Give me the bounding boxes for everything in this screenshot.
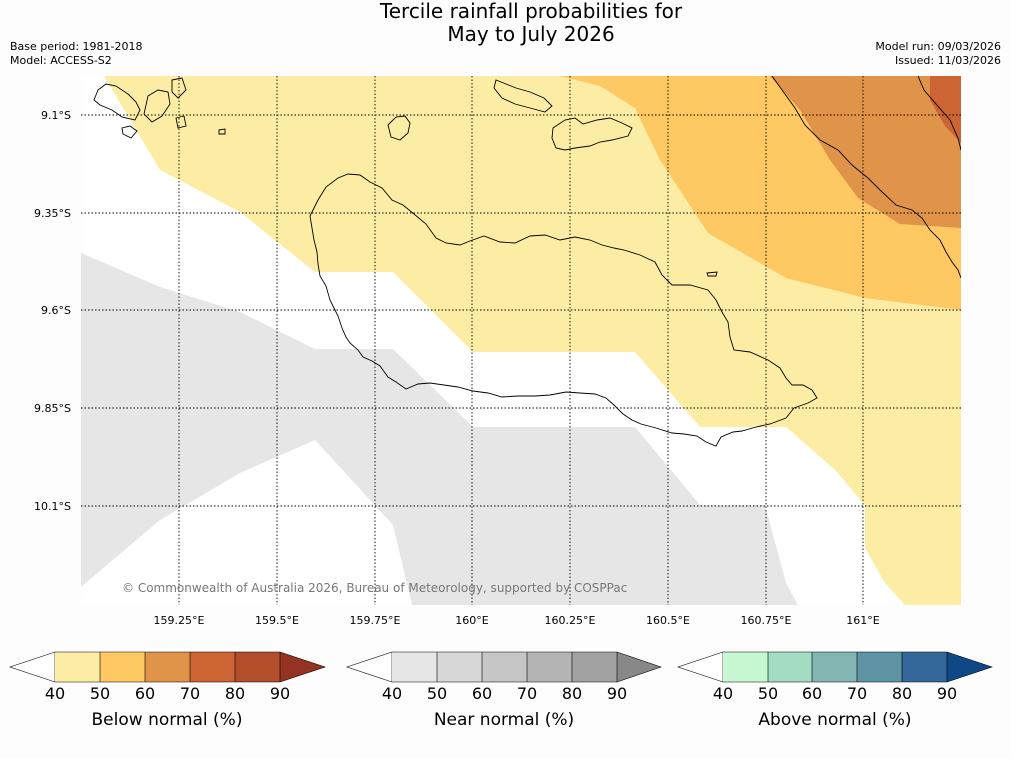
colorbar-high-arrow	[617, 652, 661, 682]
colorbar-low-arrow	[677, 651, 724, 683]
malaita-east-coast	[917, 76, 961, 151]
colorbar-outline	[723, 651, 993, 683]
malaita-coast	[771, 76, 961, 279]
colorbar-tick: 80	[562, 684, 582, 703]
colorbar-tick: 90	[607, 684, 627, 703]
colorbar-swatch-5	[902, 652, 947, 682]
colorbar-swatch-4	[857, 652, 902, 682]
savo-island-coast	[387, 115, 411, 141]
meta-left: Base period: 1981-2018 Model: ACCESS-S2	[10, 40, 142, 68]
lat-label: 9.35°S	[34, 207, 71, 220]
colorbar-swatch-4	[190, 652, 235, 682]
colorbar-swatch-4	[527, 652, 572, 682]
legend-below-normal: 40 50 60 70 80 90 Below normal (%)	[9, 651, 326, 730]
colorbar-swatch-1	[55, 652, 100, 682]
lon-label: 161°E	[846, 614, 879, 627]
map-title: Tercile rainfall probabilities for May t…	[0, 0, 1011, 46]
colorbar-tick: 70	[847, 684, 867, 703]
legend-near-normal: 40 50 60 70 80 90 Near normal (%)	[346, 651, 662, 730]
near-normal-shading	[81, 253, 798, 605]
title-line-1: Tercile rainfall probabilities for	[379, 0, 683, 23]
model-run: Model run: 09/03/2026	[875, 40, 1001, 53]
longitude-labels: 159.25°E 159.5°E 159.75°E 160°E 160.25°E…	[154, 614, 880, 627]
meta-right: Model run: 09/03/2026 Issued: 11/03/2026	[875, 40, 1001, 68]
lon-label: 159.5°E	[255, 614, 299, 627]
lon-label: 160.5°E	[646, 614, 690, 627]
below-normal-60-shading	[770, 76, 961, 228]
latitude-labels: 9.1°S 9.35°S 9.6°S 9.85°S 10.1°S	[34, 109, 71, 513]
colorbar-tick: 80	[892, 684, 912, 703]
colorbar-title: Below normal (%)	[92, 710, 243, 730]
islet-f-coast	[493, 79, 553, 113]
colorbar-tick: 60	[472, 684, 492, 703]
colorbar-tick: 80	[225, 684, 245, 703]
copyright-credit: © Commonwealth of Australia 2026, Bureau…	[122, 581, 627, 595]
legend-above-normal: 40 50 60 70 80 90 Above normal (%)	[677, 651, 993, 730]
lon-label: 160.25°E	[545, 614, 596, 627]
islet-a-coast	[121, 125, 138, 139]
base-period: Base period: 1981-2018	[10, 40, 143, 53]
lon-label: 160°E	[455, 614, 488, 627]
model-name: Model: ACCESS-S2	[10, 54, 112, 67]
islet-g-coast	[706, 271, 718, 277]
lat-label: 9.85°S	[34, 402, 71, 415]
colorbar-swatch-3	[145, 652, 190, 682]
lon-label: 159.25°E	[154, 614, 205, 627]
colorbar-tick: 40	[713, 684, 733, 703]
colorbar-tick: 50	[427, 684, 447, 703]
guadalcanal-coast	[309, 173, 818, 447]
colorbar-swatch-1	[392, 652, 437, 682]
lon-label: 160.75°E	[741, 614, 792, 627]
colorbar-tick: 70	[517, 684, 537, 703]
issued-date: Issued: 11/03/2026	[894, 54, 1001, 67]
map-area: © Commonwealth of Australia 2026, Bureau…	[81, 76, 961, 605]
colorbar-swatch-3	[812, 652, 857, 682]
islet-c-coast	[171, 77, 187, 99]
lon-label: 159.75°E	[350, 614, 401, 627]
colorbar-tick: 50	[90, 684, 110, 703]
colorbar-tick: 60	[135, 684, 155, 703]
colorbar-swatch-3	[482, 652, 527, 682]
colorbar-tick: 50	[758, 684, 778, 703]
lat-label: 9.1°S	[41, 109, 71, 122]
colorbar-tick: 90	[937, 684, 957, 703]
title-line-2: May to July 2026	[447, 22, 615, 46]
gridlines	[81, 76, 961, 605]
colorbar-tick: 70	[180, 684, 200, 703]
colorbar-tick: 40	[45, 684, 65, 703]
colorbar-high-arrow	[947, 652, 992, 682]
colorbar-swatch-2	[437, 652, 482, 682]
colorbar-tick: 60	[802, 684, 822, 703]
colorbar-swatch-5	[572, 652, 617, 682]
colorbar-tick: 90	[270, 684, 290, 703]
colorbar-swatch-2	[100, 652, 145, 682]
colorbar-swatch-1	[723, 652, 768, 682]
colorbar-swatch-5	[235, 652, 280, 682]
colorbar-low-arrow	[9, 651, 56, 683]
colorbar-high-arrow	[280, 652, 325, 682]
coastlines	[93, 76, 961, 447]
colorbar-low-arrow	[346, 651, 393, 683]
islet-e-coast	[218, 128, 226, 135]
lat-label: 9.6°S	[41, 304, 71, 317]
colorbar-title: Near normal (%)	[434, 710, 574, 730]
islet-d-coast	[175, 115, 187, 129]
colorbar-outline	[392, 651, 662, 683]
colorbar-title: Above normal (%)	[758, 710, 911, 730]
florida-islands-coast	[551, 117, 633, 151]
colorbar-tick: 40	[382, 684, 402, 703]
colorbar-swatch-2	[768, 652, 812, 682]
lat-label: 10.1°S	[34, 500, 71, 513]
colorbar-outline	[55, 651, 326, 683]
